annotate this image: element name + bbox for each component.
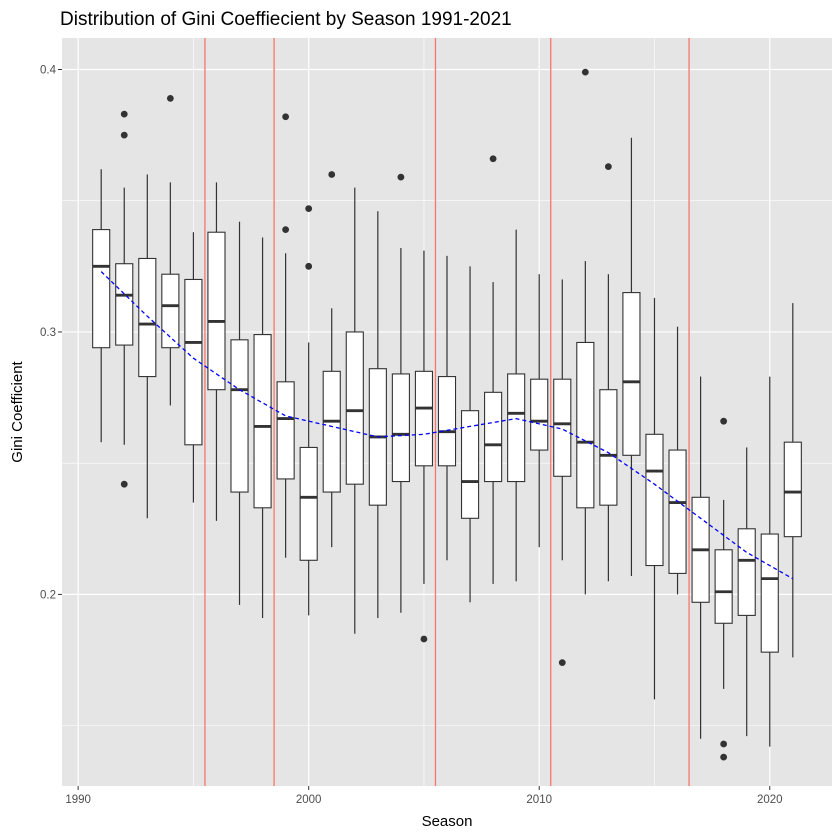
trend-layer [100,271,794,580]
chart-title: Distribution of Gini Coeffiecient by Sea… [60,9,512,30]
outlier-point [581,68,589,76]
y-tick-label: 0.2 [40,589,56,601]
box-2016 [668,326,687,595]
box-iqr [92,229,111,349]
outlier-point [420,635,428,643]
outlier-point [489,155,497,163]
box-2021 [783,303,802,658]
box-iqr [253,334,272,509]
box-2020 [760,376,779,747]
box-iqr [576,341,595,509]
box-iqr [645,433,664,567]
box-2002 [345,187,364,634]
box-1999 [276,113,295,558]
box-iqr [345,331,364,485]
box-1992 [115,110,134,488]
outlier-point [166,94,174,102]
outlier-point [120,131,128,139]
box-iqr [460,410,480,519]
outlier-point [328,171,336,178]
box-2001 [322,171,341,548]
box-iqr [783,441,802,538]
y-tick-label: 0.3 [40,327,56,339]
boxes-layer [92,68,802,761]
trend-line [100,271,794,580]
box-2007 [460,266,480,603]
box-iqr [507,373,526,483]
box-iqr [230,339,249,493]
x-tick-label: 2000 [296,794,322,806]
box-1995 [184,232,203,503]
box-1996 [207,182,226,521]
box-iqr [391,373,410,483]
outlier-point [120,110,128,118]
box-2009 [507,229,526,582]
box-2017 [691,376,710,739]
x-tick-label: 2020 [757,794,783,806]
outlier-point [397,173,405,181]
box-2018 [714,417,733,761]
box-2019 [737,447,756,737]
box-2008 [484,155,503,584]
box-1991 [92,169,111,443]
box-iqr [553,378,572,477]
box-iqr [161,273,180,349]
box-iqr [760,533,779,653]
box-1993 [138,174,157,519]
box-iqr [530,378,549,451]
x-tick-label: 1990 [65,794,91,806]
box-2010 [530,274,549,548]
x-axis-title: Season [422,813,473,830]
box-iqr [414,370,434,467]
box-iqr [138,257,157,378]
box-iqr [299,446,318,561]
box-iqr [599,389,618,506]
box-2011 [553,279,572,667]
box-iqr [737,528,756,616]
outlier-point [282,113,290,121]
box-iqr [622,292,641,456]
box-iqr [207,231,226,391]
box-iqr [184,278,203,446]
vertical-reference-lines [204,38,690,786]
y-axis-title: Gini Coefficient [9,360,26,462]
y-tick-label: 0.4 [40,64,57,76]
box-2013 [599,163,618,582]
box-iqr [115,263,134,346]
box-2014 [622,137,641,577]
outlier-point [120,480,128,488]
box-1998 [253,237,272,619]
outlier-point [558,659,566,667]
box-iqr [276,381,295,480]
y-axis: 0.2 0.3 0.4 [40,64,62,601]
box-iqr [668,449,687,574]
outlier-point [720,753,728,761]
box-iqr [714,549,733,624]
outlier-point [282,226,290,233]
x-axis: 1990 2000 2010 2020 [65,786,783,806]
box-iqr [484,391,503,483]
box-2012 [576,68,595,595]
box-1994 [161,94,180,406]
x-tick-label: 2010 [526,794,552,806]
outlier-point [604,163,612,171]
box-2000 [299,205,318,616]
outlier-point [305,205,313,212]
box-1997 [230,221,249,605]
box-2004 [391,173,410,613]
outlier-point [720,417,728,425]
outlier-point [720,740,728,748]
outlier-point [305,262,313,270]
box-iqr [322,370,341,493]
box-iqr [437,376,457,467]
box-2005 [414,250,434,643]
box-2015 [645,297,664,700]
